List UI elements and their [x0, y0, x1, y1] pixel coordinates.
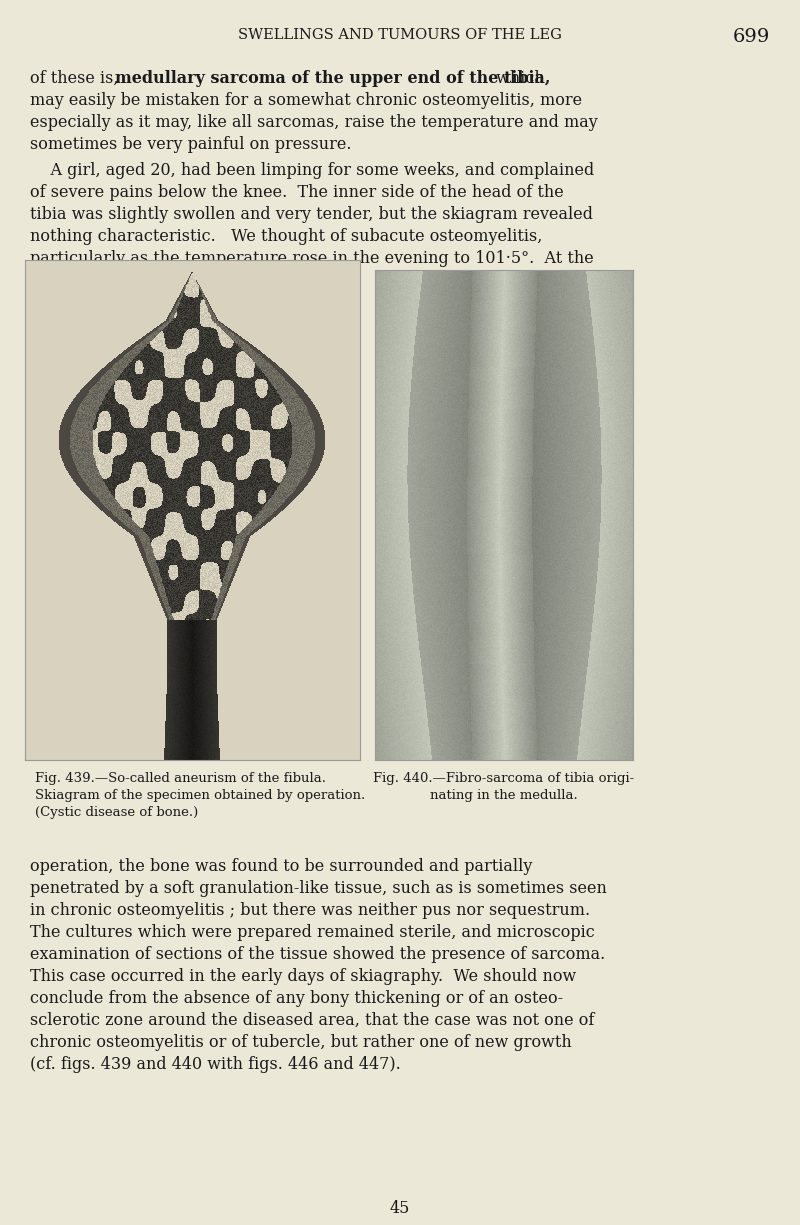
- Text: Skiagram of the specimen obtained by operation.: Skiagram of the specimen obtained by ope…: [35, 789, 366, 802]
- Text: nothing characteristic.   We thought of subacute osteomyelitis,: nothing characteristic. We thought of su…: [30, 228, 542, 245]
- Text: conclude from the absence of any bony thickening or of an osteo-: conclude from the absence of any bony th…: [30, 990, 563, 1007]
- Text: of severe pains below the knee.  The inner side of the head of the: of severe pains below the knee. The inne…: [30, 184, 564, 201]
- Text: of these is,: of these is,: [30, 70, 124, 87]
- Text: chronic osteomyelitis or of tubercle, but rather one of new growth: chronic osteomyelitis or of tubercle, bu…: [30, 1034, 572, 1051]
- Text: 45: 45: [390, 1200, 410, 1216]
- Text: may easily be mistaken for a somewhat chronic osteomyelitis, more: may easily be mistaken for a somewhat ch…: [30, 92, 582, 109]
- Text: examination of sections of the tissue showed the presence of sarcoma.: examination of sections of the tissue sh…: [30, 946, 606, 963]
- Text: tibia was slightly swollen and very tender, but the skiagram revealed: tibia was slightly swollen and very tend…: [30, 206, 593, 223]
- Text: sometimes be very painful on pressure.: sometimes be very painful on pressure.: [30, 136, 351, 153]
- Text: The cultures which were prepared remained sterile, and microscopic: The cultures which were prepared remaine…: [30, 924, 594, 941]
- Text: sclerotic zone around the diseased area, that the case was not one of: sclerotic zone around the diseased area,…: [30, 1012, 594, 1029]
- Text: (cf. figs. 439 and 440 with figs. 446 and 447).: (cf. figs. 439 and 440 with figs. 446 an…: [30, 1056, 401, 1073]
- Text: This case occurred in the early days of skiagraphy.  We should now: This case occurred in the early days of …: [30, 968, 576, 985]
- Text: in chronic osteomyelitis ; but there was neither pus nor sequestrum.: in chronic osteomyelitis ; but there was…: [30, 902, 590, 919]
- Text: Fig. 440.—Fibro-sarcoma of tibia origi-: Fig. 440.—Fibro-sarcoma of tibia origi-: [374, 772, 634, 785]
- Text: particularly as the temperature rose in the evening to 101·5°.  At the: particularly as the temperature rose in …: [30, 250, 594, 267]
- Text: SWELLINGS AND TUMOURS OF THE LEG: SWELLINGS AND TUMOURS OF THE LEG: [238, 28, 562, 42]
- Text: nating in the medulla.: nating in the medulla.: [430, 789, 578, 802]
- Text: operation, the bone was found to be surrounded and partially: operation, the bone was found to be surr…: [30, 858, 532, 875]
- Text: A girl, aged 20, had been limping for some weeks, and complained: A girl, aged 20, had been limping for so…: [30, 162, 594, 179]
- Text: penetrated by a soft granulation-like tissue, such as is sometimes seen: penetrated by a soft granulation-like ti…: [30, 880, 607, 897]
- Text: 699: 699: [733, 28, 770, 47]
- Text: medullary sarcoma of the upper end of the tibia,: medullary sarcoma of the upper end of th…: [115, 70, 550, 87]
- Text: Fig. 439.—So-called aneurism of the fibula.: Fig. 439.—So-called aneurism of the fibu…: [35, 772, 326, 785]
- Text: which: which: [490, 70, 544, 87]
- Text: (Cystic disease of bone.): (Cystic disease of bone.): [35, 806, 198, 820]
- Text: especially as it may, like all sarcomas, raise the temperature and may: especially as it may, like all sarcomas,…: [30, 114, 598, 131]
